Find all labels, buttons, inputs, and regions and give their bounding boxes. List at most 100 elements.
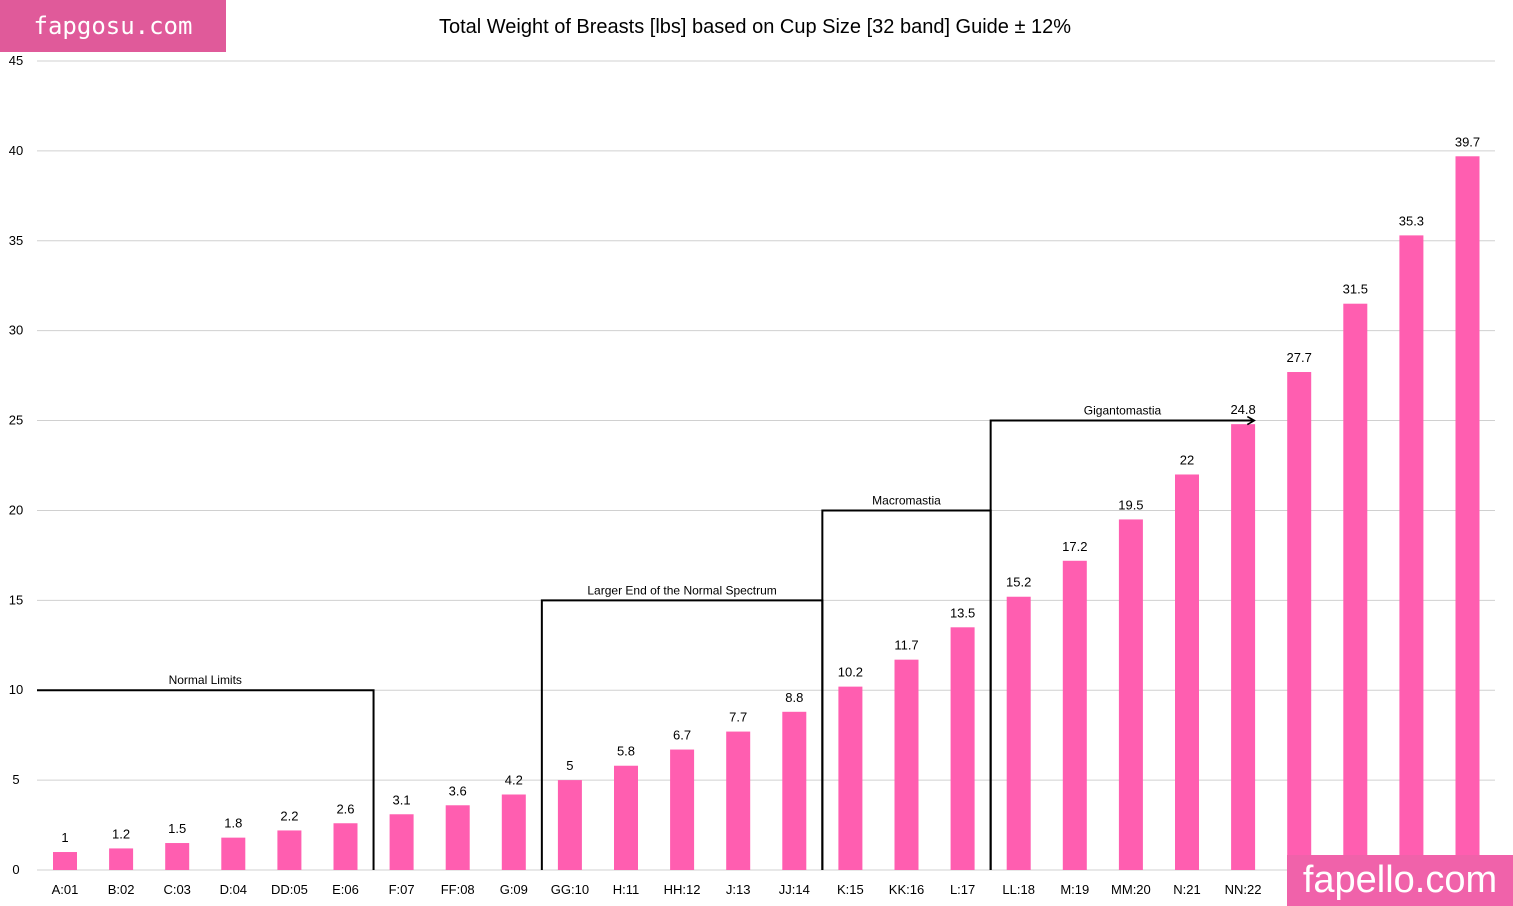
data-label: 5 [566, 758, 573, 773]
x-tick-label: H:11 [613, 882, 640, 897]
y-axis-ticks: 0 5 10 15 20 25 30 35 40 45 [9, 53, 23, 877]
data-label: 6.7 [673, 728, 691, 743]
chart-title: Total Weight of Breasts [lbs] based on C… [439, 16, 1071, 38]
x-tick-label: A:01 [52, 882, 79, 897]
data-label: 5.8 [617, 744, 635, 759]
bar [782, 711, 807, 870]
x-tick-label: HH:12 [664, 882, 701, 897]
bar [53, 852, 77, 870]
x-tick-label: L:17 [950, 882, 975, 897]
bar [557, 780, 582, 870]
y-tick-label: 30 [9, 323, 23, 338]
data-label: 17.2 [1062, 539, 1087, 554]
x-tick-label: NN:22 [1225, 882, 1262, 897]
x-tick-label: G:09 [500, 882, 528, 897]
data-label: 13.5 [950, 605, 975, 620]
data-label: 35.3 [1399, 213, 1424, 228]
y-tick-label: 20 [9, 502, 23, 517]
data-label: 3.6 [449, 783, 467, 798]
data-label: 1.2 [112, 826, 130, 841]
bar [670, 749, 695, 870]
annotation-label: Macromastia [872, 493, 941, 507]
watermark-top: fapgosu.com [0, 0, 226, 52]
bar [1231, 424, 1256, 870]
annotation-label: Larger End of the Normal Spectrum [587, 583, 776, 597]
bar [445, 805, 470, 870]
x-tick-label: MM:20 [1111, 882, 1151, 897]
data-label: 1 [61, 830, 68, 845]
watermark-bottom: fapello.com [1287, 855, 1513, 906]
x-tick-label: M:19 [1060, 882, 1089, 897]
bar [389, 814, 414, 870]
data-label: 11.7 [894, 638, 918, 653]
data-label: 3.1 [393, 792, 411, 807]
gridlines [37, 60, 1495, 871]
data-label: 7.7 [729, 710, 747, 725]
bar [501, 794, 526, 870]
bar [1118, 519, 1143, 870]
bar [894, 659, 919, 870]
bar [614, 765, 638, 870]
y-tick-label: 45 [9, 53, 23, 68]
data-label: 4.2 [505, 772, 523, 787]
data-label: 22 [1180, 452, 1194, 467]
x-tick-label: F:07 [389, 882, 415, 897]
x-tick-label: LL:18 [1002, 882, 1035, 897]
annotations: Normal Limits Larger End of the Normal Sp… [37, 404, 1256, 870]
data-label: 10.2 [838, 665, 863, 680]
data-labels: 1 1.2 1.5 1.8 2.2 2.6 3.1 3.6 4.2 5 5.8 6.7 7.7 8.8 10… [61, 134, 1480, 845]
x-tick-label: FF:08 [441, 882, 475, 897]
x-axis-ticks: A:01 B:02 C:03 D:04 DD:05 E:06 F:07 FF:08 G:09 GG… [52, 882, 1262, 897]
bars [53, 156, 1480, 870]
x-tick-label: E:06 [332, 882, 359, 897]
data-label: 27.7 [1287, 350, 1312, 365]
data-label: 2.6 [336, 801, 354, 816]
x-tick-label: JJ:14 [779, 882, 810, 897]
annotation-bracket [989, 415, 1256, 870]
bar [838, 686, 863, 870]
bar [1006, 596, 1031, 870]
y-tick-label: 5 [12, 772, 19, 787]
x-tick-label: N:21 [1173, 882, 1200, 897]
y-tick-label: 10 [9, 682, 23, 697]
annotation-label: Gigantomastia [1084, 404, 1162, 418]
bar [1455, 156, 1480, 870]
annotation-label: Normal Limits [169, 673, 242, 687]
data-label: 15.2 [1006, 575, 1031, 590]
x-tick-label: DD:05 [271, 882, 308, 897]
bar [277, 830, 302, 870]
data-label: 2.2 [280, 808, 298, 823]
bar [1399, 235, 1424, 870]
data-label: 1.5 [168, 821, 186, 836]
data-label: 1.8 [224, 816, 242, 831]
y-tick-label: 25 [9, 413, 23, 428]
x-tick-label: D:04 [220, 882, 247, 897]
x-tick-label: KK:16 [889, 882, 924, 897]
x-tick-label: C:03 [163, 882, 190, 897]
bar [165, 843, 190, 870]
x-tick-label: GG:10 [551, 882, 589, 897]
bar [1175, 474, 1199, 870]
bar [1343, 303, 1368, 870]
y-tick-label: 35 [9, 233, 23, 248]
x-tick-label: K:15 [837, 882, 864, 897]
y-tick-label: 0 [12, 862, 19, 877]
bar [221, 837, 246, 870]
bar [726, 731, 751, 870]
data-label: 24.8 [1230, 402, 1255, 417]
y-tick-label: 15 [9, 592, 23, 607]
data-label: 31.5 [1343, 282, 1368, 297]
bar [109, 848, 134, 870]
x-tick-label: B:02 [108, 882, 135, 897]
bar [950, 627, 975, 870]
bar [1062, 560, 1087, 870]
data-label: 19.5 [1118, 497, 1143, 512]
data-label: 39.7 [1455, 134, 1480, 149]
data-label: 8.8 [785, 690, 803, 705]
x-tick-label: J:13 [726, 882, 751, 897]
y-tick-label: 40 [9, 143, 23, 158]
bar [1287, 372, 1312, 870]
annotation-bracket [37, 689, 375, 870]
bar [333, 823, 358, 870]
